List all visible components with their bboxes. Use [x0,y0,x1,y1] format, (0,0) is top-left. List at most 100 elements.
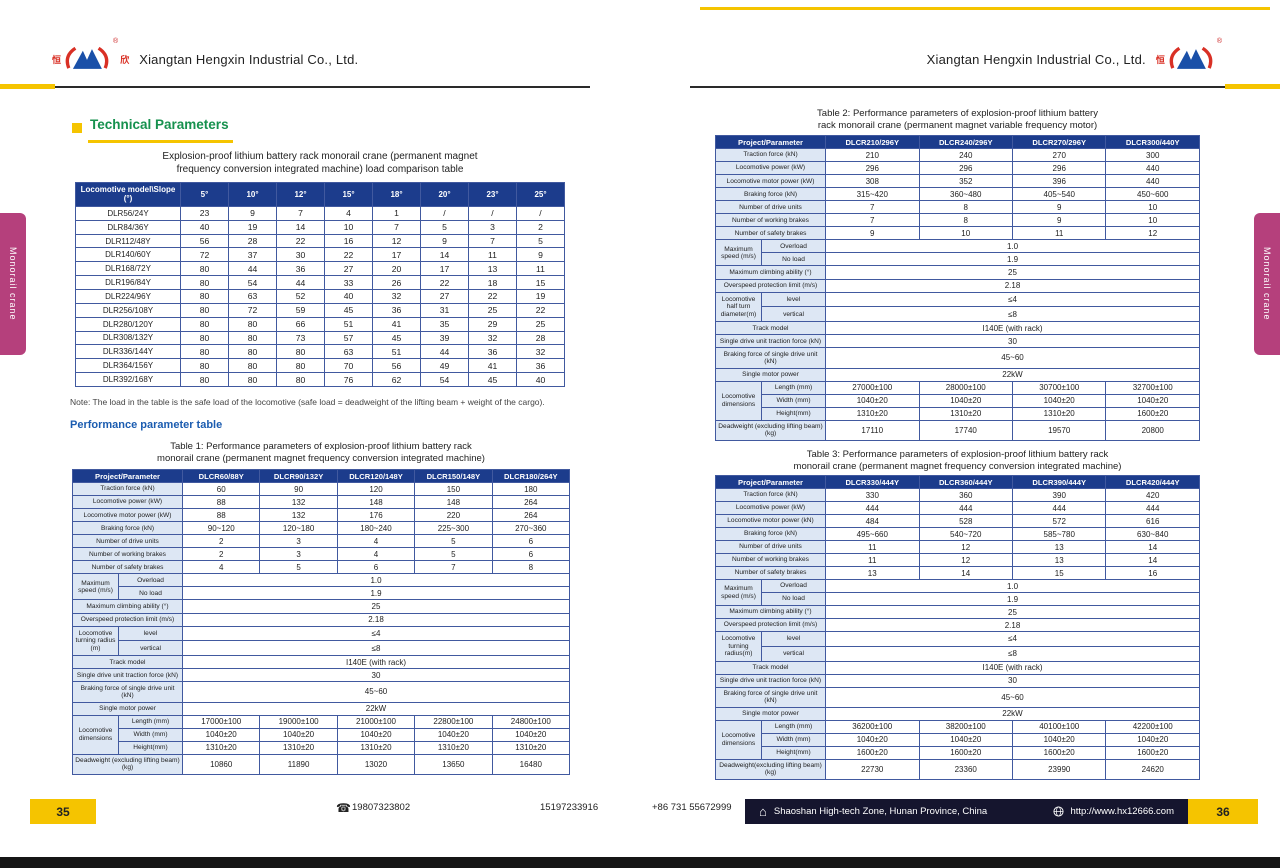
table-row: Deadweight(excluding lifting beam) (kg) 2… [714,758,1200,781]
cell: 80 [180,344,229,360]
cell: 56 [372,358,421,374]
table-row: Deadweight (excluding lifting beam) (kg)… [714,419,1200,442]
table-row: No load 1.9 [73,586,570,601]
table-row: DLR224/96Y 80 63 52 40 32 27 22 19 [75,288,565,304]
table-row: DLR56/24Y 23 9 7 4 1// / [75,205,565,221]
cell: 4 [324,205,373,221]
cell: Deadweight(excluding lifting beam) (kg) [714,758,827,781]
cell: 22 [420,275,469,290]
cell: 270 [1011,148,1107,163]
cell: ≤8 [825,306,1200,323]
cell: DLR280/120Y [75,316,181,332]
cell: Track model [71,655,184,670]
table-row: Traction force (kN) 60 90 120 150 180 [71,482,571,497]
cell: 264 [491,495,571,510]
cell: 1040±20 [918,732,1013,747]
cell: 1040±20 [825,732,920,747]
table-row: Locomotive dimensions Length (mm) 17000±10… [72,714,571,755]
header-rule-dark-left [55,86,590,88]
table-row: Single drive unit traction force (kN) 30 [714,673,1200,688]
cell: 9 [228,205,277,221]
table-row: Project/Parameter DLCR60/88Y DLCR90/132Y DL… [71,468,571,484]
table-row: DLR364/156Y 80 80 80 70 56 49 41 36 [75,358,565,374]
sidebar-tab-monorail-crane[interactable]: Monorail crane [0,213,26,355]
header-cell: 5° [180,182,229,207]
table-row: Single drive unit traction force (kN) 30 [71,668,570,683]
cell: 180 [491,482,571,497]
cell: 44 [420,344,469,360]
cell: I140E (with rack) [182,655,570,670]
cell: 12 [1105,226,1200,241]
header-cell: DLCR300/440Y [1105,134,1200,150]
cell: Deadweight (excluding lifting beam) (kg) [714,419,827,442]
cell: Locomotive dimensions [72,714,119,755]
logo-emblem-icon [1169,46,1213,69]
logo-char-left: 恒 [1155,54,1165,65]
table-row: Single motor power 22kW [714,367,1200,382]
cell: 30 [276,247,325,263]
table-row: Overspeed protection limit (m/s) 2.18 [71,612,570,627]
cell: Traction force (kN) [714,488,827,502]
cell: 296 [1011,161,1107,176]
header-cell: DLCR90/132Y [259,468,338,484]
cell: 2 [182,534,261,549]
cell: Length (mm) [117,714,184,729]
table-row: Locomotive half turn diameter(m) level ≤4 [715,291,1200,323]
cell: 444 [825,501,920,515]
phone-icon: ☎ [336,801,351,815]
registered-mark: ® [1216,38,1222,45]
cell: 240 [918,148,1013,163]
cell: Braking force (kN) [714,527,827,541]
cell: 27 [324,261,373,277]
cell: 3 [259,534,338,549]
cell: ≤4 [182,625,570,642]
cell: 11 [825,553,920,567]
cell: 18 [468,275,517,290]
section-heading: Technical Parameters [90,117,229,132]
table-row: Overspeed protection limit (m/s) 2.18 [714,278,1200,293]
cell: 25 [825,605,1200,619]
cell: 12 [918,540,1013,554]
cell: 14 [420,247,469,263]
table-row: Track model I140E (with rack) [71,655,570,670]
cell: 1040±20 [1105,393,1200,408]
cell: 22 [516,302,565,318]
cell: 484 [825,514,920,528]
cell: 72 [228,302,277,318]
left-page-header: 恒 ® 欣 Xiangtan Hengxin Industrial Co., L… [52,38,358,76]
cell: I140E (with rack) [825,321,1200,336]
table-row: Track model I140E (with rack) [714,321,1200,336]
table-row: Width (mm) 1040±20 1040±20 1040±20 1040±20 10… [73,727,571,742]
header-cell: DLCR120/148Y [336,468,416,484]
cell: 176 [336,508,416,523]
cell: 40 [516,372,565,387]
table-row: DLR280/120Y 80 80 66 51 41 35 29 25 [75,316,565,332]
table-row: Width (mm) 1040±20 1040±20 1040±20 1040±20 [716,393,1200,408]
page-number-right: 36 [1188,799,1258,824]
footer-website-link[interactable]: http://www.hx12666.com [1070,806,1175,817]
cell: 39 [420,330,469,346]
bottom-edge-strip [0,857,1280,868]
header-cell: 15° [324,182,373,207]
table-row: Traction force (kN) 330 360 390 420 [714,488,1200,502]
cell: Overspeed protection limit (m/s) [714,618,827,632]
cell: 32700±100 [1105,380,1200,395]
cell: 25 [182,599,570,614]
cell: 31 [420,302,469,318]
cell: 1.9 [825,592,1200,606]
table-row: vertical ≤8 [716,645,1200,662]
table-row: Project/Parameter DLCR210/296Y DLCR240/296… [714,134,1200,150]
cell: Locomotive motor power (kN) [714,514,827,528]
header-cell: DLCR150/148Y [414,468,493,484]
cell: 16 [324,233,373,249]
cell: 11 [468,247,517,263]
cell: 22kW [825,706,1200,721]
table-row: Braking force of single drive unit (kN) 4… [714,347,1200,369]
cell: Locomotive dimensions [715,380,762,421]
load-comparison-table: Locomotive model\Slope (°) 5° 10° 12° 15° 18°… [75,182,565,387]
table-row: DLR112/48Y 56 28 22 16 12 9 7 5 [75,233,565,249]
sidebar-tab-monorail-crane[interactable]: Monorail crane [1254,213,1280,355]
cell: 1310±20 [918,406,1013,421]
cell: 19 [228,219,277,235]
cell: 300 [1105,148,1200,163]
